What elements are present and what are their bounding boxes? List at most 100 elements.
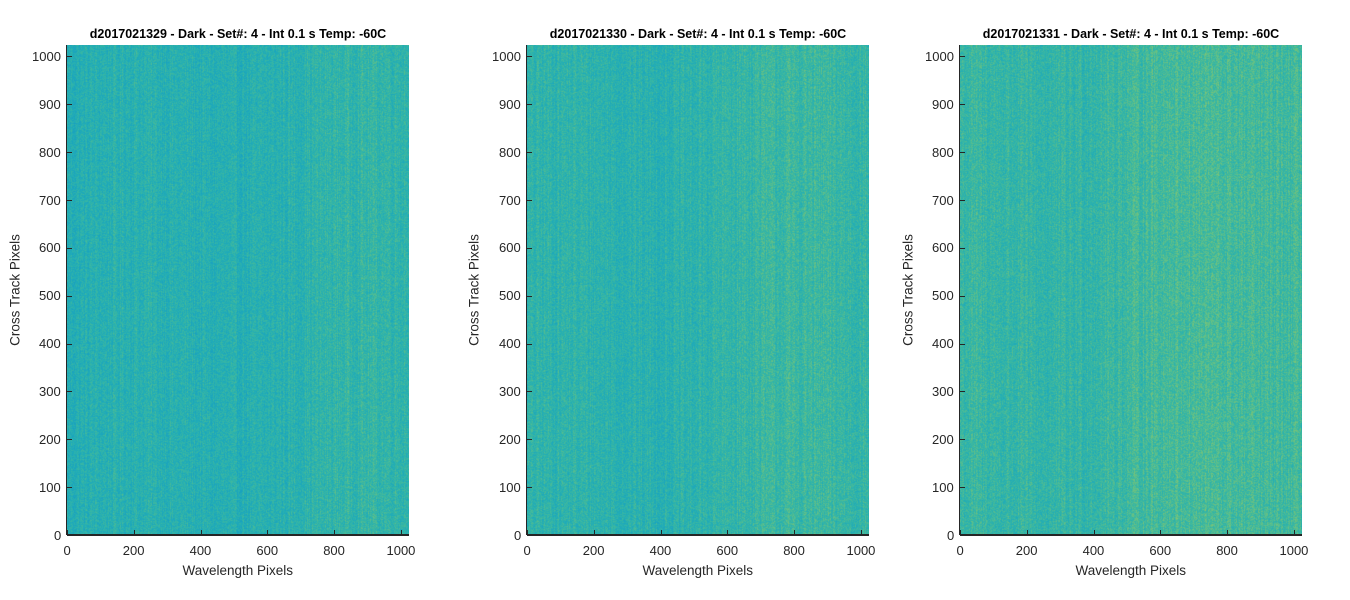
y-tick [527, 152, 532, 154]
x-tick-label: 0 [956, 543, 964, 558]
x-tick-label: 200 [582, 543, 605, 558]
heatmap-image [527, 45, 869, 535]
y-tick-label: 800 [39, 144, 61, 160]
y-axis-label: Cross Track Pixels [7, 234, 23, 346]
y-tick-label: 0 [54, 527, 62, 543]
x-tick-label: 1000 [386, 543, 416, 558]
x-axis-line [960, 534, 1302, 536]
chart-title: d2017021329 - Dark - Set#: 4 - Int 0.1 s… [89, 27, 387, 41]
y-tick [527, 535, 532, 536]
y-tick [67, 535, 72, 536]
x-tick [1160, 530, 1162, 535]
y-tick-label: 100 [499, 479, 521, 495]
y-tick [960, 200, 965, 202]
y-tick [960, 152, 965, 154]
y-tick [960, 487, 965, 489]
y-tick [527, 104, 532, 106]
y-tick [527, 391, 532, 393]
y-tick [527, 247, 532, 249]
x-axis-label: Wavelength Pixels [182, 563, 294, 578]
y-tick [960, 56, 965, 58]
chart-title: d2017021330 - Dark - Set#: 4 - Int 0.1 s… [549, 27, 847, 41]
y-tick [527, 343, 532, 345]
y-tick-label: 300 [932, 383, 954, 399]
y-tick-label: 1000 [492, 48, 521, 64]
x-tick [794, 530, 796, 535]
x-tick [400, 530, 402, 535]
y-tick-label: 200 [499, 431, 521, 447]
y-tick [960, 391, 965, 393]
heatmap-plot-area [527, 45, 869, 535]
y-tick [67, 295, 72, 297]
y-tick-label: 1000 [925, 48, 954, 64]
chart-title: d2017021331 - Dark - Set#: 4 - Int 0.1 s… [982, 27, 1280, 41]
x-axis-line [527, 534, 869, 536]
x-tick-label: 1000 [1279, 543, 1309, 558]
y-tick-label: 900 [932, 96, 954, 112]
y-tick-label: 100 [932, 479, 954, 495]
y-tick-label: 700 [39, 192, 61, 208]
x-axis-label: Wavelength Pixels [642, 563, 754, 578]
x-axis-label: Wavelength Pixels [1075, 563, 1187, 578]
x-tick [860, 530, 862, 535]
y-tick [960, 535, 965, 536]
x-tick-label: 600 [1149, 543, 1172, 558]
y-tick-label: 900 [39, 96, 61, 112]
x-tick [1227, 530, 1229, 535]
y-tick-label: 600 [499, 240, 521, 256]
y-tick [527, 56, 532, 58]
heatmap-plot-area [67, 45, 409, 535]
y-tick [67, 439, 72, 441]
y-tick [67, 247, 72, 249]
y-tick [67, 152, 72, 154]
y-axis-line [959, 45, 960, 535]
heatmap-image [67, 45, 409, 535]
x-tick-label: 0 [523, 543, 531, 558]
y-tick-label: 300 [39, 383, 61, 399]
y-tick [960, 295, 965, 297]
y-tick-label: 500 [932, 288, 954, 304]
x-tick [1293, 530, 1295, 535]
y-tick [67, 487, 72, 489]
y-axis-label: Cross Track Pixels [900, 234, 916, 346]
x-tick [593, 530, 595, 535]
y-axis-line [66, 45, 67, 535]
y-tick-label: 800 [499, 144, 521, 160]
y-tick [960, 247, 965, 249]
y-tick-label: 0 [947, 527, 955, 543]
x-tick-label: 600 [256, 543, 279, 558]
y-tick [960, 343, 965, 345]
y-tick [527, 439, 532, 441]
x-tick-label: 400 [189, 543, 212, 558]
x-tick [334, 530, 336, 535]
x-tick-label: 800 [323, 543, 345, 558]
x-tick [133, 530, 135, 535]
y-tick [67, 200, 72, 202]
x-tick-label: 600 [716, 543, 739, 558]
y-tick-label: 1000 [32, 48, 61, 64]
y-tick [960, 439, 965, 441]
x-tick [1026, 530, 1028, 535]
x-tick-label: 400 [649, 543, 672, 558]
x-tick-label: 400 [1082, 543, 1105, 558]
y-tick-label: 500 [39, 288, 61, 304]
y-tick-label: 700 [499, 192, 521, 208]
y-tick-label: 0 [514, 527, 522, 543]
x-tick [267, 530, 269, 535]
x-tick-label: 800 [783, 543, 805, 558]
heatmap-plot-area [960, 45, 1302, 535]
x-tick [727, 530, 729, 535]
x-tick [1093, 530, 1095, 535]
x-tick [67, 530, 68, 535]
y-tick [67, 56, 72, 58]
x-tick-label: 200 [122, 543, 145, 558]
y-tick-label: 600 [39, 240, 61, 256]
y-tick-label: 500 [499, 288, 521, 304]
y-tick-label: 200 [39, 431, 61, 447]
y-tick [67, 343, 72, 345]
x-tick-label: 800 [1216, 543, 1238, 558]
y-tick-label: 300 [499, 383, 521, 399]
y-tick-label: 400 [39, 336, 61, 352]
y-tick-label: 400 [499, 336, 521, 352]
y-tick-label: 900 [499, 96, 521, 112]
